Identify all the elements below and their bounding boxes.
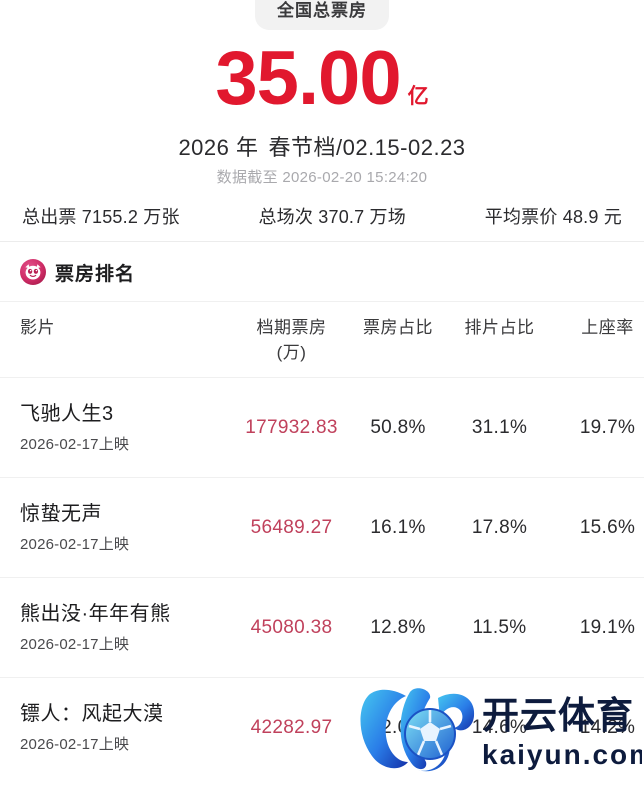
cell-share: 12.0%: [370, 716, 426, 738]
cell-gross: 45080.38: [250, 616, 333, 638]
table-header-row: 影片 档期票房 (万) 票房占比 排片占比 上座率: [0, 302, 644, 379]
column-header-gross-line1: 档期票房: [256, 317, 327, 337]
cell-share: 50.8%: [370, 416, 426, 438]
cell-seat: 19.1%: [579, 616, 636, 638]
column-header-gross-line2: (万): [276, 342, 307, 362]
stat-average-price: 平均票价 48.9 元: [484, 206, 622, 227]
stat-total-sessions: 总场次 370.7 万场: [258, 206, 406, 227]
cell-seat: 14.2%: [579, 716, 636, 738]
cell-sched: 31.1%: [471, 416, 528, 438]
film-release-date: 2026-02-17上映: [20, 535, 130, 553]
cell-gross: 42282.97: [250, 716, 333, 738]
boxoffice-ranking-header: 票房排名: [0, 242, 644, 302]
cell-sched: 14.6%: [471, 716, 528, 738]
cell-film: 熊出没·年年有熊 2026-02-17上映: [0, 602, 235, 654]
cell-gross: 177932.83: [245, 416, 338, 438]
total-boxoffice-number: 35.00: [215, 36, 401, 121]
boxoffice-ranking-title: 票房排名: [55, 263, 136, 285]
film-title: 熊出没·年年有熊: [20, 602, 171, 625]
table-row[interactable]: 熊出没·年年有熊 2026-02-17上映 45080.38 12.8% 11.…: [0, 578, 644, 679]
film-release-date: 2026-02-17上映: [20, 635, 130, 653]
column-header-attendance[interactable]: 上座率: [581, 317, 634, 337]
cell-film: 飞驰人生3 2026-02-17上映: [0, 402, 235, 454]
total-boxoffice-unit: 亿: [407, 84, 429, 108]
cell-share: 16.1%: [370, 516, 426, 538]
cell-sched: 17.8%: [471, 516, 528, 538]
total-boxoffice-value-row: 35.00 亿: [0, 36, 644, 121]
film-title: 飞驰人生3: [20, 402, 114, 425]
table-row[interactable]: 飞驰人生3 2026-02-17上映 177932.83 50.8% 31.1%…: [0, 378, 644, 479]
table-row[interactable]: 镖人：风起大漠 2026-02-17上映 42282.97 12.0% 14.6…: [0, 678, 644, 777]
film-title: 镖人：风起大漠: [20, 702, 164, 725]
total-boxoffice-badge: 全国总票房: [255, 0, 389, 30]
column-header-film[interactable]: 影片: [20, 317, 55, 337]
table-row[interactable]: 惊蛰无声 2026-02-17上映 56489.27 16.1% 17.8% 1…: [0, 478, 644, 579]
hero-section: 全国总票房 35.00 亿 2026 年春节档/02.15-02.23 数据截至…: [0, 0, 644, 187]
cell-film: 镖人：风起大漠 2026-02-17上映: [0, 702, 235, 754]
film-title: 惊蛰无声: [20, 502, 102, 525]
cell-seat: 15.6%: [579, 516, 636, 538]
cell-share: 12.8%: [370, 616, 426, 638]
column-header-schedule-share[interactable]: 排片占比: [464, 317, 535, 337]
cell-seat: 19.7%: [579, 416, 636, 438]
period-range: 春节档/02.15-02.23: [268, 134, 466, 160]
film-release-date: 2026-02-17上映: [20, 735, 130, 753]
data-updated-timestamp: 数据截至 2026-02-20 15:24:20: [216, 168, 428, 186]
cell-film: 惊蛰无声 2026-02-17上映: [0, 502, 235, 554]
badge-container: 全国总票房: [0, 0, 644, 30]
column-header-boxoffice-share[interactable]: 票房占比: [363, 317, 433, 337]
summary-stats-row: 总出票 7155.2 万张 总场次 370.7 万场 平均票价 48.9 元: [0, 203, 644, 242]
cell-sched: 11.5%: [472, 616, 527, 638]
stat-total-tickets: 总出票 7155.2 万张: [22, 206, 180, 227]
column-header-gross[interactable]: 档期票房 (万): [235, 316, 348, 365]
period-line: 2026 年春节档/02.15-02.23: [0, 130, 644, 162]
cell-gross: 56489.27: [250, 516, 333, 538]
boxoffice-ranking-table: 影片 档期票房 (万) 票房占比 排片占比 上座率 飞驰人生3 2026-02-…: [0, 302, 644, 777]
period-year: 2026 年: [178, 134, 259, 160]
film-release-date: 2026-02-17上映: [20, 435, 130, 453]
maoyan-panda-icon: [20, 259, 46, 286]
